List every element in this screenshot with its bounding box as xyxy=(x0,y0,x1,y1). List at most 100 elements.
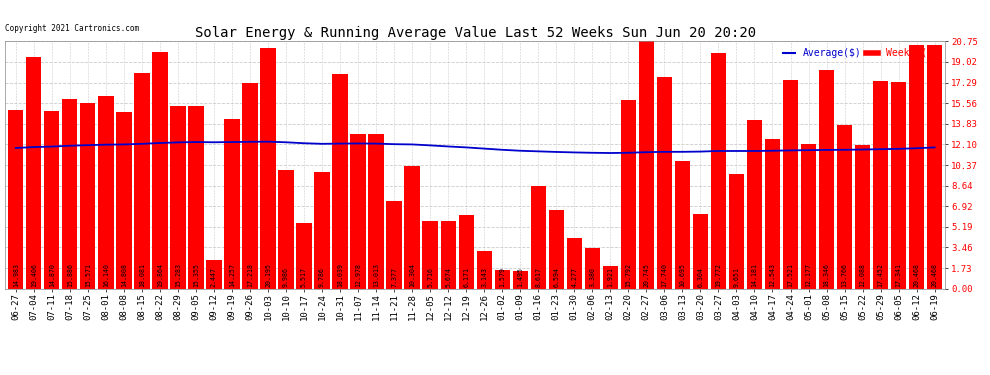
Text: Copyright 2021 Cartronics.com: Copyright 2021 Cartronics.com xyxy=(5,24,139,33)
Bar xyxy=(819,70,835,289)
Bar xyxy=(152,52,167,289)
Text: 15.792: 15.792 xyxy=(626,263,632,287)
Bar xyxy=(801,144,816,289)
Bar xyxy=(873,81,888,289)
Bar xyxy=(8,110,24,289)
Bar xyxy=(656,77,672,289)
Text: 3.380: 3.380 xyxy=(589,267,595,287)
Text: 1.579: 1.579 xyxy=(499,267,505,287)
Bar xyxy=(621,100,636,289)
Text: 17.740: 17.740 xyxy=(661,263,667,287)
Bar xyxy=(603,266,618,289)
Bar xyxy=(260,48,275,289)
Text: 12.543: 12.543 xyxy=(769,263,775,287)
Text: 18.346: 18.346 xyxy=(824,263,830,287)
Text: 8.617: 8.617 xyxy=(536,267,542,287)
Bar xyxy=(909,45,925,289)
Bar xyxy=(188,106,204,289)
Text: 5.716: 5.716 xyxy=(427,267,434,287)
Bar xyxy=(26,57,42,289)
Bar xyxy=(566,238,582,289)
Bar xyxy=(531,186,545,289)
Bar xyxy=(783,80,798,289)
Bar xyxy=(278,170,294,289)
Bar xyxy=(891,82,906,289)
Text: 10.304: 10.304 xyxy=(409,263,415,287)
Bar xyxy=(855,145,870,289)
Text: 20.468: 20.468 xyxy=(932,263,938,287)
Bar xyxy=(458,215,474,289)
Bar xyxy=(405,166,420,289)
Bar xyxy=(729,174,744,289)
Bar xyxy=(548,210,564,289)
Text: 17.521: 17.521 xyxy=(787,263,794,287)
Bar xyxy=(495,270,510,289)
Text: 15.355: 15.355 xyxy=(193,263,199,287)
Bar xyxy=(80,103,95,289)
Bar xyxy=(639,41,654,289)
Text: 5.517: 5.517 xyxy=(301,267,307,287)
Bar xyxy=(243,83,257,289)
Text: 1.495: 1.495 xyxy=(517,267,524,287)
Text: 12.088: 12.088 xyxy=(859,263,865,287)
Text: 13.013: 13.013 xyxy=(373,263,379,287)
Text: 19.772: 19.772 xyxy=(716,263,722,287)
Text: 3.143: 3.143 xyxy=(481,267,487,287)
Text: 6.594: 6.594 xyxy=(553,267,559,287)
Text: 6.171: 6.171 xyxy=(463,267,469,287)
Text: 9.986: 9.986 xyxy=(283,267,289,287)
Bar xyxy=(206,260,222,289)
Text: 6.304: 6.304 xyxy=(697,267,704,287)
Text: 15.283: 15.283 xyxy=(175,263,181,287)
Text: 4.277: 4.277 xyxy=(571,267,577,287)
Bar xyxy=(513,271,528,289)
Text: 14.181: 14.181 xyxy=(751,263,757,287)
Bar xyxy=(837,124,852,289)
Bar xyxy=(315,172,330,289)
Text: 15.571: 15.571 xyxy=(85,263,91,287)
Text: 17.218: 17.218 xyxy=(247,263,253,287)
Text: 14.808: 14.808 xyxy=(121,263,127,287)
Bar xyxy=(476,251,492,289)
Text: 14.870: 14.870 xyxy=(49,263,54,287)
Text: 9.786: 9.786 xyxy=(319,267,325,287)
Title: Solar Energy & Running Average Value Last 52 Weeks Sun Jun 20 20:20: Solar Energy & Running Average Value Las… xyxy=(195,26,755,40)
Text: 20.195: 20.195 xyxy=(265,263,271,287)
Text: 15.886: 15.886 xyxy=(66,263,73,287)
Bar xyxy=(711,53,726,289)
Bar xyxy=(45,111,59,289)
Text: 17.341: 17.341 xyxy=(896,263,902,287)
Text: 20.468: 20.468 xyxy=(914,263,920,287)
Text: 17.452: 17.452 xyxy=(877,263,884,287)
Text: 13.766: 13.766 xyxy=(842,263,847,287)
Bar xyxy=(423,220,438,289)
Text: 12.978: 12.978 xyxy=(355,263,361,287)
Bar xyxy=(585,248,600,289)
Text: 16.140: 16.140 xyxy=(103,263,109,287)
Text: 18.081: 18.081 xyxy=(139,263,145,287)
Bar xyxy=(170,106,185,289)
Text: 5.674: 5.674 xyxy=(446,267,451,287)
Text: 2.447: 2.447 xyxy=(211,267,217,287)
Bar xyxy=(333,74,347,289)
Text: 19.864: 19.864 xyxy=(156,263,163,287)
Bar xyxy=(386,201,402,289)
Bar xyxy=(927,45,942,289)
Text: 1.921: 1.921 xyxy=(607,267,614,287)
Bar xyxy=(746,120,762,289)
Bar xyxy=(693,213,708,289)
Text: 10.695: 10.695 xyxy=(679,263,685,287)
Text: 12.177: 12.177 xyxy=(806,263,812,287)
Bar xyxy=(116,112,132,289)
Bar xyxy=(62,99,77,289)
Text: 14.983: 14.983 xyxy=(13,263,19,287)
Bar xyxy=(98,96,114,289)
Bar xyxy=(368,134,384,289)
Bar xyxy=(675,161,690,289)
Legend: Average($), Weekly($): Average($), Weekly($) xyxy=(781,46,940,60)
Bar xyxy=(350,134,365,289)
Text: 18.039: 18.039 xyxy=(337,263,344,287)
Text: 9.651: 9.651 xyxy=(734,267,740,287)
Text: 19.406: 19.406 xyxy=(31,263,37,287)
Text: 7.377: 7.377 xyxy=(391,267,397,287)
